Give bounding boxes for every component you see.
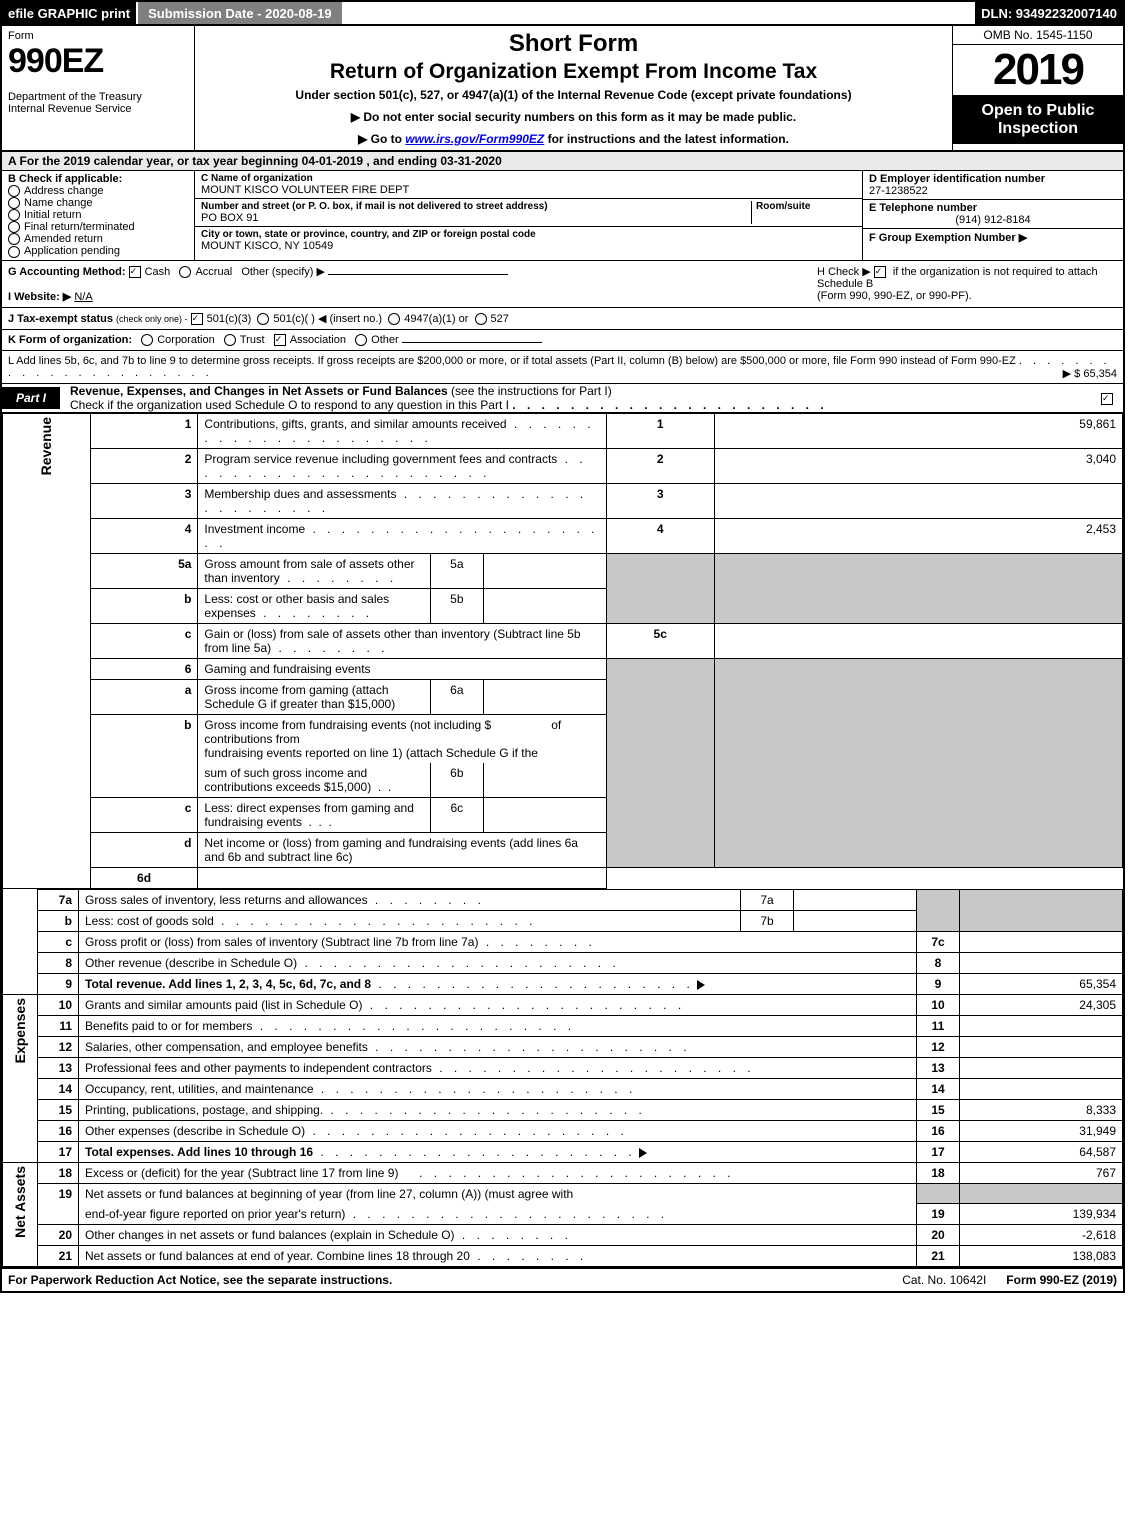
f-group-label: F Group Exemption Number ▶ (869, 231, 1117, 244)
note-ssn: ▶ Do not enter social security numbers o… (203, 110, 944, 124)
telephone: (914) 912-8184 (869, 214, 1117, 226)
website-value: N/A (74, 291, 92, 303)
line-16-amount: 31,949 (960, 1120, 1123, 1141)
g-cash-check[interactable] (129, 266, 141, 278)
l-gross-receipts: ▶ $ 65,354 (1063, 367, 1117, 380)
b-title: B Check if applicable: (8, 173, 188, 185)
b-address-change[interactable]: Address change (8, 185, 188, 197)
ein-value: 27-1238522 (869, 185, 1117, 197)
section-l: L Add lines 5b, 6c, and 7b to line 9 to … (2, 351, 1123, 384)
tax-year: 2019 (953, 45, 1123, 96)
line-1-amount: 59,861 (714, 413, 1122, 448)
section-j: J Tax-exempt status (check only one) - 5… (2, 308, 1123, 330)
open-inspection: Open to Public Inspection (953, 96, 1123, 144)
b-name-change[interactable]: Name change (8, 197, 188, 209)
line-21-amount: 138,083 (960, 1246, 1123, 1267)
line-13-amount (960, 1057, 1123, 1078)
irs-link[interactable]: www.irs.gov/Form990EZ (405, 132, 544, 146)
line-14-amount (960, 1078, 1123, 1099)
line-3-amount (714, 483, 1122, 518)
section-gh: G Accounting Method: Cash Accrual Other … (2, 261, 1123, 308)
arrow-icon (639, 1148, 647, 1158)
room-label: Room/suite (756, 201, 856, 212)
part-i-schedule-o-check[interactable] (1101, 393, 1113, 405)
k-trust[interactable] (224, 334, 236, 346)
form-word: Form (8, 30, 188, 42)
k-other[interactable] (355, 334, 367, 346)
arrow-icon (697, 980, 705, 990)
page-footer: For Paperwork Reduction Act Notice, see … (2, 1267, 1123, 1291)
org-address: PO BOX 91 (201, 212, 751, 224)
dln: DLN: 93492232007140 (975, 2, 1123, 24)
section-k: K Form of organization: Corporation Trus… (2, 330, 1123, 351)
short-form-title: Short Form (203, 30, 944, 58)
under-section: Under section 501(c), 527, or 4947(a)(1)… (243, 88, 904, 102)
g-accrual-check[interactable] (179, 266, 191, 278)
efile-print[interactable]: efile GRAPHIC print (2, 2, 136, 24)
note-link: ▶ Go to www.irs.gov/Form990EZ for instru… (203, 132, 944, 146)
line-19-amount: 139,934 (960, 1204, 1123, 1225)
d-ein-label: D Employer identification number (869, 173, 1117, 185)
i-website-label: I Website: ▶ (8, 291, 71, 303)
line-11-amount (960, 1015, 1123, 1036)
c-addr-label: Number and street (or P. O. box, if mail… (201, 201, 751, 212)
line-18-amount: 767 (960, 1162, 1123, 1183)
return-title: Return of Organization Exempt From Incom… (203, 60, 944, 84)
irs-label: Internal Revenue Service (8, 103, 188, 115)
footer-notice: For Paperwork Reduction Act Notice, see … (8, 1273, 882, 1287)
line-20-amount: -2,618 (960, 1225, 1123, 1246)
line-17-amount: 64,587 (960, 1141, 1123, 1162)
submission-date: Submission Date - 2020-08-19 (136, 2, 344, 24)
k-assoc[interactable] (274, 334, 286, 346)
j-4947[interactable] (388, 313, 400, 325)
form-header: Form 990EZ Department of the Treasury In… (2, 26, 1123, 152)
b-application-pending[interactable]: Application pending (8, 245, 188, 257)
net-assets-side-label: Net Assets (3, 1162, 38, 1267)
c-name-label: C Name of organization (201, 173, 856, 184)
department: Department of the Treasury (8, 91, 188, 103)
line-6d-amount (198, 867, 606, 888)
j-501c3[interactable] (191, 313, 203, 325)
section-a-period: A For the 2019 calendar year, or tax yea… (2, 152, 1123, 171)
expenses-side-label: Expenses (3, 994, 38, 1162)
org-city: MOUNT KISCO, NY 10549 (201, 240, 856, 252)
k-corp[interactable] (141, 334, 153, 346)
line-15-amount: 8,333 (960, 1099, 1123, 1120)
j-501c[interactable] (257, 313, 269, 325)
b-amended[interactable]: Amended return (8, 233, 188, 245)
revenue-side-label: Revenue (3, 413, 91, 888)
b-initial-return[interactable]: Initial return (8, 209, 188, 221)
h-checkbox[interactable] (874, 266, 886, 278)
line-2-amount: 3,040 (714, 448, 1122, 483)
e-tel-label: E Telephone number (869, 202, 1117, 214)
form-990ez-page: efile GRAPHIC print Submission Date - 20… (0, 0, 1125, 1293)
line-7c-amount (960, 931, 1123, 952)
part-i-header: Part I Revenue, Expenses, and Changes in… (2, 384, 1123, 413)
j-527[interactable] (475, 313, 487, 325)
line-9-amount: 65,354 (960, 973, 1123, 994)
line-8-amount (960, 952, 1123, 973)
c-city-label: City or town, state or province, country… (201, 229, 856, 240)
b-final-return[interactable]: Final return/terminated (8, 221, 188, 233)
omb-number: OMB No. 1545-1150 (953, 26, 1123, 45)
footer-form-ref: Form 990-EZ (2019) (1006, 1273, 1117, 1287)
part-i-table: Revenue 1Contributions, gifts, grants, a… (2, 413, 1123, 889)
section-bcdef: B Check if applicable: Address change Na… (2, 171, 1123, 261)
line-12-amount (960, 1036, 1123, 1057)
form-number: 990EZ (8, 42, 188, 81)
part-i-label: Part I (2, 387, 60, 409)
org-name: MOUNT KISCO VOLUNTEER FIRE DEPT (201, 184, 856, 196)
footer-catalog: Cat. No. 10642I (882, 1273, 1006, 1287)
line-5c-amount (714, 623, 1122, 658)
line-4-amount: 2,453 (714, 518, 1122, 553)
line-10-amount: 24,305 (960, 994, 1123, 1015)
part-i-table-cont: 7a Gross sales of inventory, less return… (2, 889, 1123, 1268)
g-label: G Accounting Method: (8, 266, 126, 278)
topbar: efile GRAPHIC print Submission Date - 20… (2, 2, 1123, 26)
